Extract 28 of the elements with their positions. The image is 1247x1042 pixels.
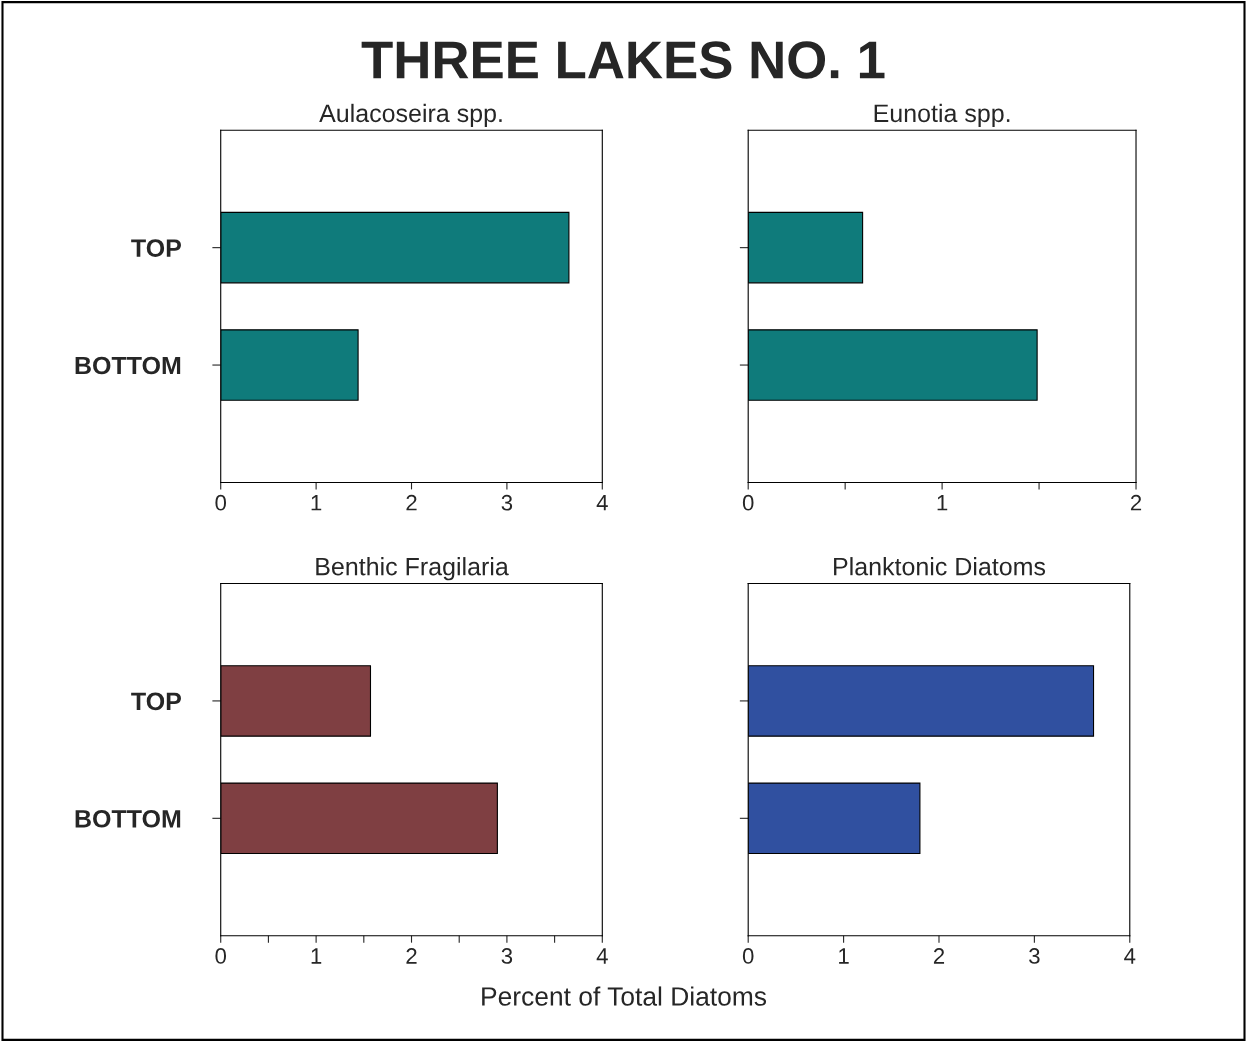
x-tick-label: 1 [311,948,322,964]
x-tick-label: 4 [1124,948,1136,964]
x-tick-label: 3 [1029,948,1040,964]
x-tick-label: 0 [742,494,754,511]
x-tick-label: 1 [937,495,948,511]
x-tick-label: 3 [501,948,513,964]
x-tick-label: 2 [1130,494,1142,511]
x-tick-label: 4 [596,495,608,511]
chart-title: Benthic Fragilaria [316,557,509,581]
x-tick-label: 0 [215,494,227,511]
x-tick-label: 1 [839,948,849,964]
chart-title: Eunotia spp. [874,103,1010,128]
x-axis-title: Percent of Total Diatoms [482,986,767,1006]
y-tick-label: TOP [131,692,181,711]
x-tick-label: 3 [501,494,513,511]
x-tick-label: 0 [742,948,754,964]
x-tick-label: 2 [406,494,417,511]
x-tick-label: 2 [406,948,417,964]
text: THREE LAKES NO. 1 [361,41,885,79]
y-tick-label: TOP [131,239,181,257]
chart-title: Planktonic Diatoms [834,557,1046,576]
chart-title: Aulacoseira spp. [319,103,502,128]
y-tick-label: BOTTOM [75,356,181,375]
y-tick-label: BOTTOM [75,809,181,828]
x-tick-label: 2 [933,948,945,964]
x-tick-label: 0 [215,948,227,964]
x-tick-label: 1 [311,495,322,511]
x-tick-label: 4 [596,948,608,964]
